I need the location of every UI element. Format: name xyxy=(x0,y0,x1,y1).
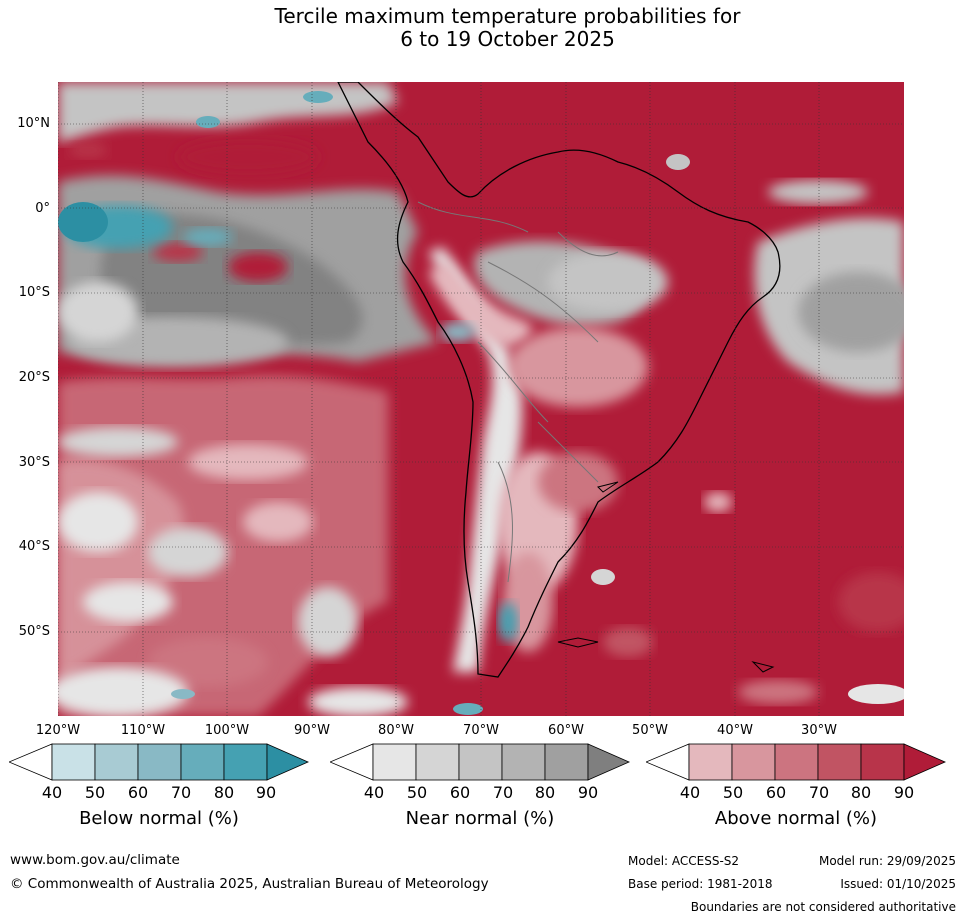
lat-label-10n: 10°N xyxy=(17,116,50,131)
colorbar-above-tick: 70 xyxy=(808,783,830,802)
colorbar-segment xyxy=(372,743,417,781)
colorbar-segment xyxy=(774,743,819,781)
colorbar-segment xyxy=(544,743,589,781)
lon-label-40w: 40°W xyxy=(717,723,753,738)
colorbar-segment xyxy=(223,743,268,781)
colorbar-below-tick: 40 xyxy=(41,783,63,802)
colorbar-arrow-high xyxy=(587,743,630,781)
colorbar-near xyxy=(330,743,630,781)
colorbar-segment xyxy=(180,743,225,781)
colorbar-below-tick: 70 xyxy=(170,783,192,802)
lon-label-80w: 80°W xyxy=(378,723,414,738)
colorbar-below-tick: 50 xyxy=(84,783,106,802)
colorbar-segment xyxy=(137,743,182,781)
lat-label-0: 0° xyxy=(35,201,50,216)
map-title: Tercile maximum temperature probabilitie… xyxy=(0,5,965,51)
lat-label-50s: 50°S xyxy=(18,624,50,639)
colorbar-above-tick: 60 xyxy=(765,783,787,802)
colorbar-segment xyxy=(817,743,862,781)
graticule xyxy=(58,82,904,716)
colorbar-above xyxy=(646,743,946,781)
colorbar-above-tick: 40 xyxy=(679,783,701,802)
lat-label-20s: 20°S xyxy=(18,370,50,385)
colorbar-above-tick: 80 xyxy=(850,783,872,802)
colorbar-segment xyxy=(688,743,733,781)
lon-label-70w: 70°W xyxy=(463,723,499,738)
lat-label-40s: 40°S xyxy=(18,539,50,554)
colorbar-near-tick: 50 xyxy=(406,783,428,802)
colorbar-below-tick: 90 xyxy=(255,783,277,802)
colorbar-arrow-low xyxy=(646,743,690,781)
map-title-line2: 6 to 19 October 2025 xyxy=(400,27,615,51)
lon-label-100w: 100°W xyxy=(204,723,250,738)
colorbar-arrow-high xyxy=(266,743,309,781)
colorbar-segment xyxy=(731,743,776,781)
colorbar-arrow-high xyxy=(903,743,946,781)
lon-label-110w: 110°W xyxy=(120,723,166,738)
footer-disclaimer: Boundaries are not considered authoritat… xyxy=(690,900,956,914)
colorbar-near-tick: 60 xyxy=(449,783,471,802)
colorbar-below-label: Below normal (%) xyxy=(79,808,239,829)
lon-label-30w: 30°W xyxy=(801,723,837,738)
colorbar-above-label: Above normal (%) xyxy=(714,808,878,829)
colorbar-above-tick: 90 xyxy=(893,783,915,802)
colorbar-segment xyxy=(458,743,503,781)
footer-copyright: © Commonwealth of Australia 2025, Austra… xyxy=(10,876,489,892)
lat-label-10s: 10°S xyxy=(18,285,50,300)
lon-label-90w: 90°W xyxy=(294,723,330,738)
lon-label-50w: 50°W xyxy=(632,723,668,738)
colorbar-arrow-low xyxy=(9,743,53,781)
colorbar-below-tick: 60 xyxy=(127,783,149,802)
probability-map xyxy=(58,82,904,716)
colorbar-below xyxy=(9,743,309,781)
continent-outline xyxy=(337,82,781,678)
lon-label-120w: 120°W xyxy=(35,723,81,738)
colorbar-near-tick: 90 xyxy=(577,783,599,802)
colorbar-near-label: Near normal (%) xyxy=(405,808,555,829)
colorbar-segment xyxy=(51,743,96,781)
footer-model: Model: ACCESS-S2 xyxy=(628,854,740,868)
colorbar-below-tick: 80 xyxy=(213,783,235,802)
colorbar-near-tick: 40 xyxy=(363,783,385,802)
colorbar-above-tick: 50 xyxy=(722,783,744,802)
map-title-line1: Tercile maximum temperature probabilitie… xyxy=(274,4,741,28)
footer-base-period: Base period: 1981-2018 xyxy=(628,877,773,891)
lon-label-60w: 60°W xyxy=(548,723,584,738)
colorbar-segment xyxy=(415,743,460,781)
lat-label-30s: 30°S xyxy=(18,455,50,470)
colorbar-segment xyxy=(501,743,546,781)
footer-issued: Issued: 01/10/2025 xyxy=(840,877,956,891)
colorbar-arrow-low xyxy=(330,743,374,781)
colorbar-segment xyxy=(94,743,139,781)
colorbar-near-tick: 80 xyxy=(534,783,556,802)
footer-website: www.bom.gov.au/climate xyxy=(10,852,180,868)
colorbar-near-tick: 70 xyxy=(492,783,514,802)
footer-model-run: Model run: 29/09/2025 xyxy=(818,854,956,868)
colorbar-segment xyxy=(860,743,905,781)
